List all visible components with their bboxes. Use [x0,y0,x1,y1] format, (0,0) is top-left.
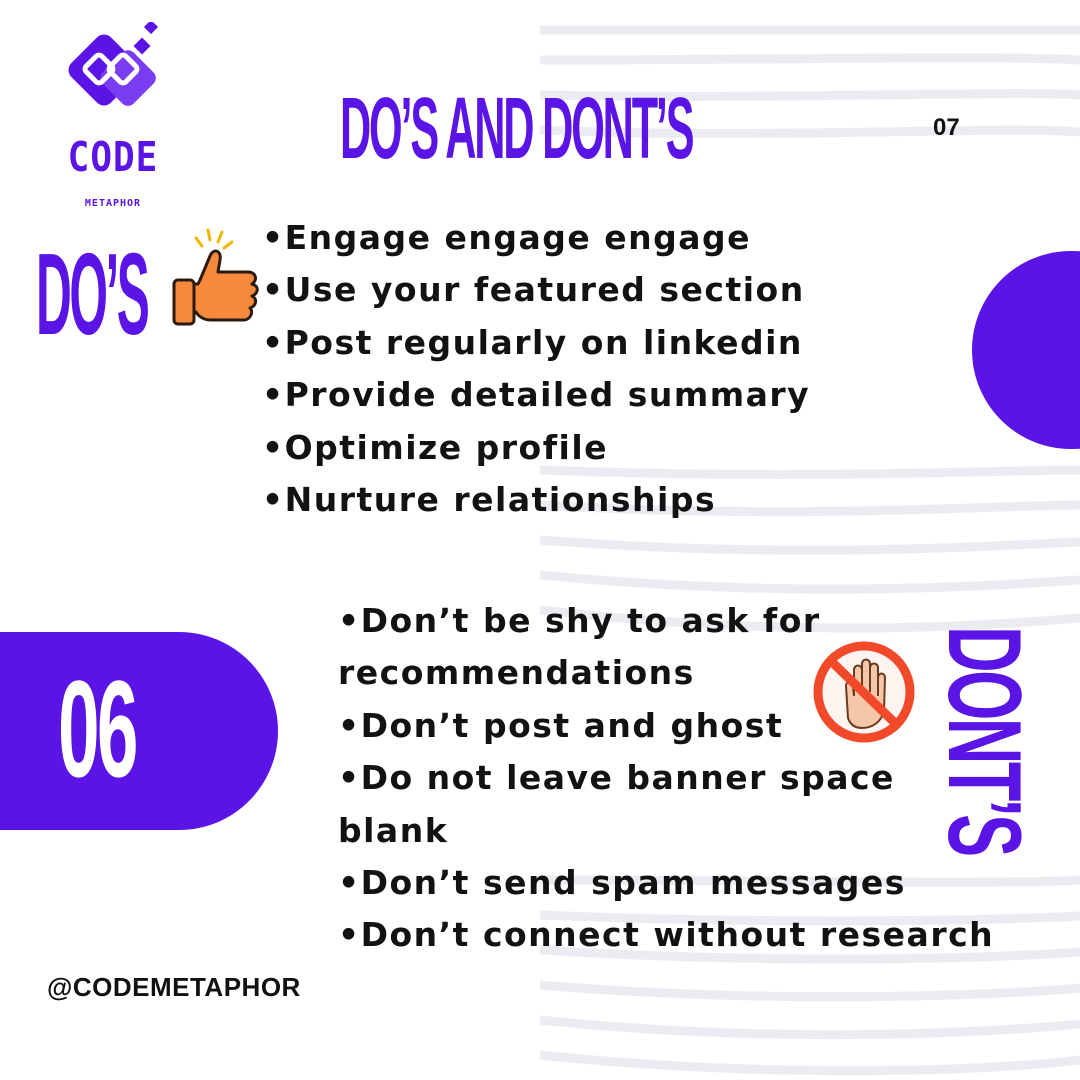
logo-mark-icon [68,22,159,106]
list-item: •Nurture relationships [262,479,717,519]
list-item: •Engage engage engage [262,218,752,257]
number-pill [0,632,278,830]
code-metaphor-logo: CODE METAPHOR [58,22,168,209]
list-item: •Use your featured section [262,270,805,310]
donts-list: •Don’t be shy to ask for recommendations… [338,595,1008,962]
list-item: •Optimize profile [262,427,609,467]
social-handle: @CODEMETAPHOR [47,972,301,1002]
dos-list: •Engage engage engage •Use your featured… [262,216,810,530]
list-item: •Don’t connect without research [338,915,995,955]
donts-heading: DONT’S [926,626,1042,855]
dos-heading: DO’S [36,229,150,359]
page-number: 07 [933,114,960,141]
page-title: DO’S AND DONT’S [340,79,695,177]
logo-subtitle: METAPHOR [84,198,142,209]
thumbs-up-icon [172,228,259,326]
stop-hand-icon [813,641,915,743]
list-item: •Don’t post and ghost [338,705,784,745]
section-number: 06 [58,652,138,807]
list-item: •Do not leave banner space blank [338,758,895,850]
list-item: •Don’t be shy to ask for recommendations [338,601,821,693]
list-item: •Post regularly on linkedin [262,322,803,362]
logo-wordmark: CODE [67,134,159,182]
list-item: •Don’t send spam messages [338,863,906,903]
list-item: •Provide detailed summary [262,375,811,415]
